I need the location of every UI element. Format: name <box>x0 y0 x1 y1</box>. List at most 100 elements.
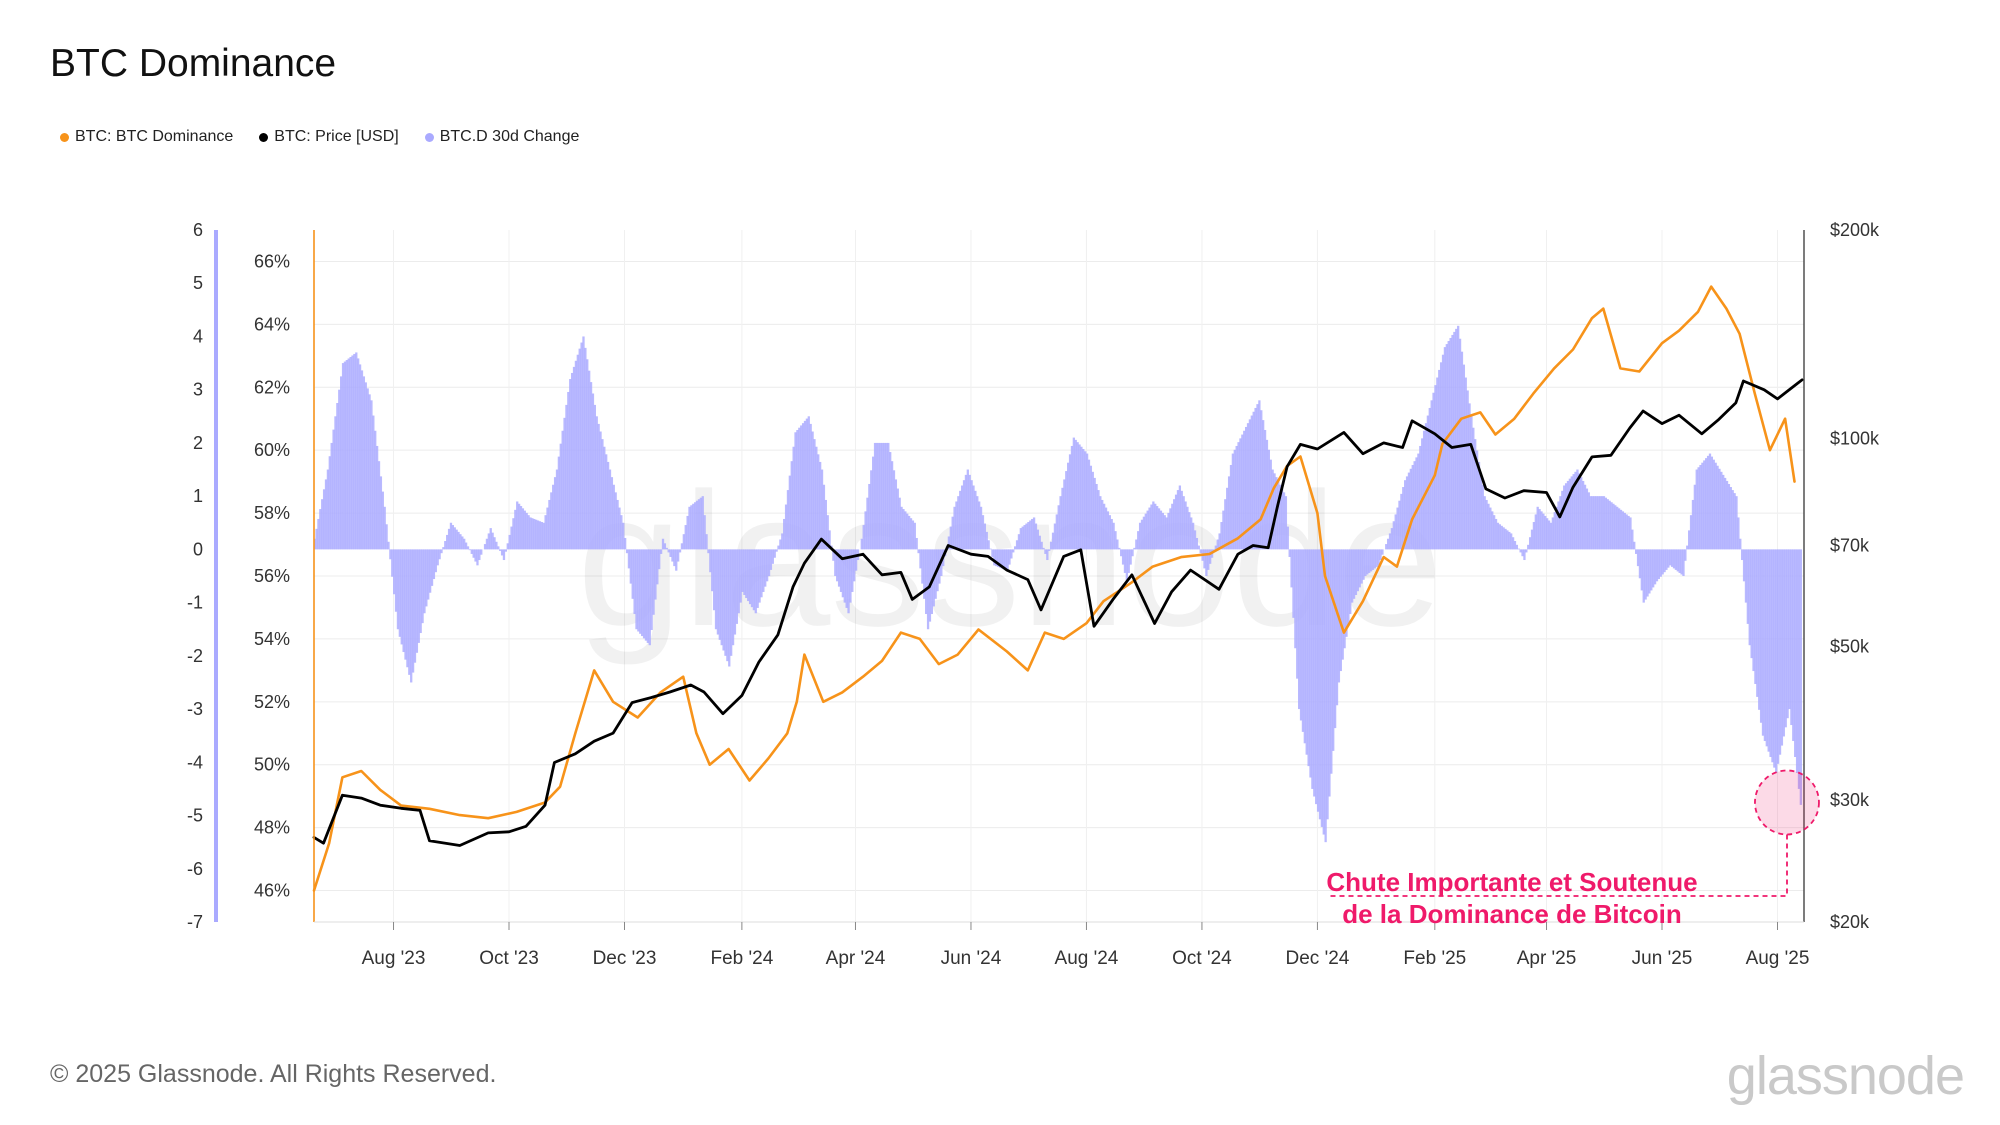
change-bar <box>1623 512 1626 550</box>
change-bar <box>1409 468 1412 550</box>
change-bar <box>1776 549 1780 764</box>
change-bar <box>1167 512 1170 550</box>
change-bar <box>447 528 451 550</box>
dominance-line[interactable] <box>312 285 1796 892</box>
change-bar <box>1566 480 1570 550</box>
change-bar <box>629 549 632 584</box>
legend-item-change[interactable]: BTC.D 30d Change <box>424 128 580 146</box>
legend-item-dominance[interactable]: BTC: BTC Dominance <box>60 128 233 146</box>
change-bar <box>925 549 928 615</box>
axes: 6 5 4 3 2 1 0 -1 -2 -3 -4 -5 -6 -7 66% 64% 62% 60% 58% 56% 5… <box>187 220 1880 969</box>
change-bar <box>989 548 992 550</box>
x-tick-label: Jun '25 <box>1632 948 1693 969</box>
change-bar <box>1494 518 1498 550</box>
change-bar <box>826 515 829 550</box>
change-bar <box>1746 549 1749 624</box>
change-bar <box>1316 549 1320 812</box>
change-bar <box>1146 510 1149 550</box>
change-bar <box>832 549 835 561</box>
change-bar <box>423 549 426 614</box>
change-bar <box>769 549 773 570</box>
change-bar <box>1604 497 1608 550</box>
price-tick-label: $30k <box>1830 790 1870 810</box>
change-bar <box>998 549 1002 568</box>
change-bar <box>1761 549 1765 736</box>
change-bar <box>599 431 602 550</box>
change-bar <box>1019 528 1022 550</box>
change-bar <box>1693 484 1696 550</box>
change-bar <box>1763 549 1767 742</box>
change-bar <box>913 522 916 550</box>
change-tick-label: -5 <box>187 806 203 826</box>
change-bar <box>1691 499 1695 550</box>
change-bar <box>1688 530 1691 550</box>
dominance-tick-label: 62% <box>254 377 290 397</box>
change-bar <box>415 549 419 653</box>
change-bar <box>1068 454 1072 550</box>
change-bar <box>588 370 591 550</box>
legend-label-change: BTC.D 30d Change <box>439 128 580 145</box>
change-bar <box>752 549 756 611</box>
change-bar <box>1678 549 1681 573</box>
change-bar <box>345 360 348 550</box>
change-bar <box>996 549 1000 567</box>
change-bar <box>813 439 816 550</box>
change-bar <box>762 549 765 592</box>
change-bar <box>1161 512 1164 550</box>
change-bar <box>527 515 530 550</box>
change-bar <box>881 442 884 550</box>
change-bar <box>642 549 646 639</box>
change-bar <box>1737 517 1740 550</box>
change-bar <box>1091 471 1094 550</box>
price-line[interactable] <box>312 378 1804 847</box>
change-bar <box>569 379 572 550</box>
change-bar <box>1453 331 1456 550</box>
change-tick-label: 4 <box>193 326 203 346</box>
change-bar <box>758 549 761 603</box>
change-bar <box>508 534 511 550</box>
change-bar <box>623 537 627 550</box>
change-bar <box>695 500 699 550</box>
change-bar <box>1491 511 1494 550</box>
dominance-tick-label: 52% <box>254 692 290 712</box>
change-bar <box>1546 518 1549 550</box>
change-bar <box>1199 549 1202 554</box>
change-bar <box>824 499 827 550</box>
change-bar <box>879 442 882 550</box>
change-bar <box>1178 485 1182 550</box>
change-bar <box>796 429 799 550</box>
change-bar <box>1369 549 1373 572</box>
change-bar <box>720 549 723 646</box>
change-bar <box>1017 534 1021 550</box>
change-bar <box>1502 527 1505 550</box>
change-bar <box>949 526 952 550</box>
change-bar <box>1487 503 1490 550</box>
change-bar <box>1218 533 1221 550</box>
change-bar <box>979 506 983 550</box>
change-bar <box>561 430 564 550</box>
change-bar <box>1307 549 1310 767</box>
change-bar <box>1375 549 1378 567</box>
change-bar <box>565 404 568 550</box>
legend-item-price[interactable]: BTC: Price [USD] <box>259 128 399 146</box>
change-bar <box>1171 503 1174 550</box>
change-bar <box>557 456 561 550</box>
change-bar <box>548 499 551 550</box>
change-bar <box>1102 503 1106 550</box>
change-bar <box>1260 410 1263 550</box>
change-bar <box>1193 530 1197 550</box>
change-bar <box>1599 496 1602 550</box>
change-bar <box>877 442 880 550</box>
change-bar <box>1084 451 1087 550</box>
change-bar <box>351 355 354 550</box>
change-bar <box>714 549 718 630</box>
change-bar <box>1428 407 1431 550</box>
change-bar <box>716 549 720 635</box>
change-bar <box>709 549 712 573</box>
change-bar <box>1504 528 1507 550</box>
change-bar <box>1657 549 1661 580</box>
price-tick-label: $200k <box>1830 220 1880 240</box>
change-bar <box>398 549 401 637</box>
change-bar <box>1521 549 1524 557</box>
